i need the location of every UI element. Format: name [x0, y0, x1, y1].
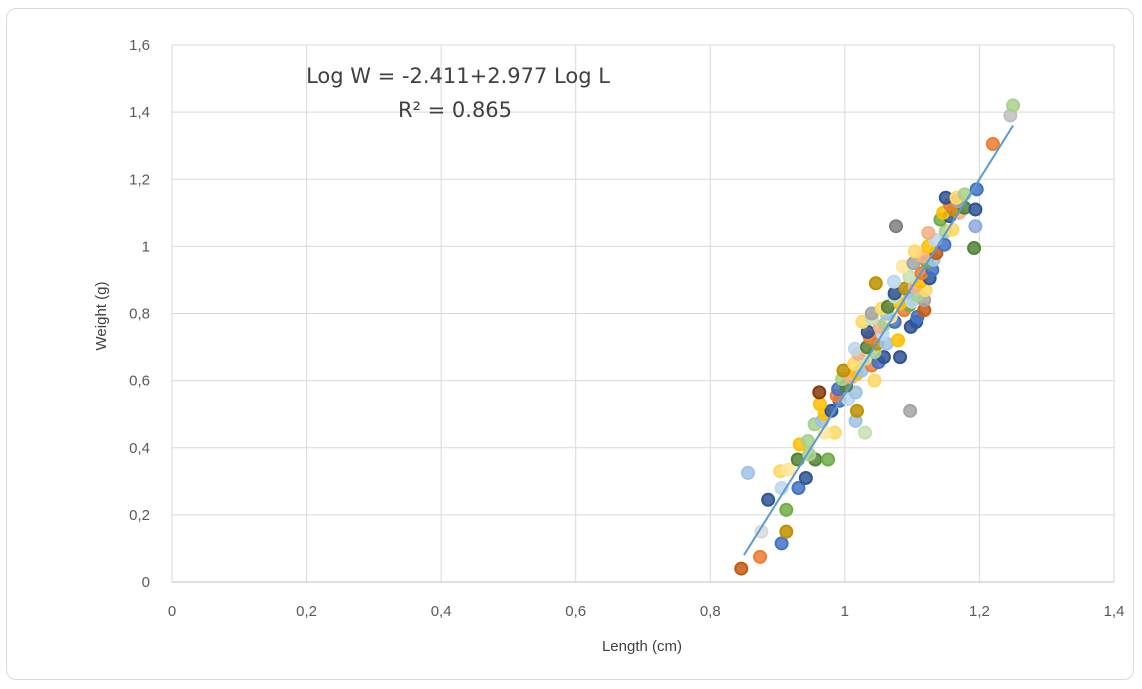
chart-frame [6, 8, 1134, 680]
x-tick-label: 0 [168, 603, 176, 620]
data-point [967, 241, 982, 256]
x-tick-label: 1,2 [969, 603, 990, 620]
y-axis-title: Weight (g) [93, 282, 110, 351]
data-point [888, 219, 903, 234]
data-point [985, 137, 1000, 152]
data-points [734, 98, 1021, 576]
data-point [893, 350, 908, 365]
data-point [791, 481, 806, 496]
data-point [812, 385, 827, 400]
x-tick-label: 0,8 [700, 603, 721, 620]
data-point [867, 373, 882, 388]
data-point [858, 425, 873, 440]
x-axis-title: Length (cm) [602, 638, 682, 655]
data-point [734, 561, 749, 576]
data-point [774, 536, 789, 551]
data-point [891, 333, 906, 348]
data-point [812, 397, 827, 412]
data-point [903, 403, 918, 418]
data-point [921, 225, 936, 240]
r-squared-label: R² = 0.865 [398, 98, 512, 122]
data-point [740, 465, 755, 480]
y-tick-label: 1,6 [129, 37, 150, 54]
data-point [968, 202, 983, 217]
x-tick-label: 0,6 [565, 603, 586, 620]
data-point [821, 452, 836, 467]
y-tick-label: 0,8 [129, 306, 150, 323]
y-tick-label: 1,2 [129, 171, 150, 188]
data-point [779, 524, 794, 539]
x-tick-label: 1 [841, 603, 849, 620]
data-point [798, 470, 813, 485]
data-point [848, 385, 863, 400]
data-point [1006, 98, 1021, 113]
data-point [886, 274, 901, 289]
data-point [868, 276, 883, 291]
data-point [836, 363, 851, 378]
data-point [779, 502, 794, 517]
y-tick-labels: 0 0,2 0,4 0,6 0,8 1 1,2 1,4 1,6 [129, 37, 150, 591]
data-point [907, 244, 922, 259]
y-tick-label: 1,4 [129, 104, 150, 121]
trendline [743, 125, 1014, 556]
data-point [800, 434, 815, 449]
data-point [761, 492, 776, 507]
y-tick-label: 0,6 [129, 373, 150, 390]
y-tick-label: 0,4 [129, 440, 150, 457]
y-tick-label: 0,2 [129, 507, 150, 524]
gridlines [171, 44, 1115, 583]
y-tick-label: 0 [142, 574, 150, 591]
x-tick-labels: 0 0,2 0,4 0,6 0,8 1 1,2 1,4 [168, 603, 1125, 620]
x-tick-label: 1,4 [1104, 603, 1125, 620]
data-point [968, 219, 983, 234]
y-tick-label: 1 [142, 238, 150, 255]
x-tick-label: 0,2 [296, 603, 317, 620]
data-point [753, 549, 768, 564]
x-tick-label: 0,4 [431, 603, 452, 620]
data-point [781, 462, 796, 477]
data-point [847, 341, 862, 356]
equation-label: Log W = -2.411+2.977 Log L [306, 64, 610, 88]
data-point [849, 403, 864, 418]
